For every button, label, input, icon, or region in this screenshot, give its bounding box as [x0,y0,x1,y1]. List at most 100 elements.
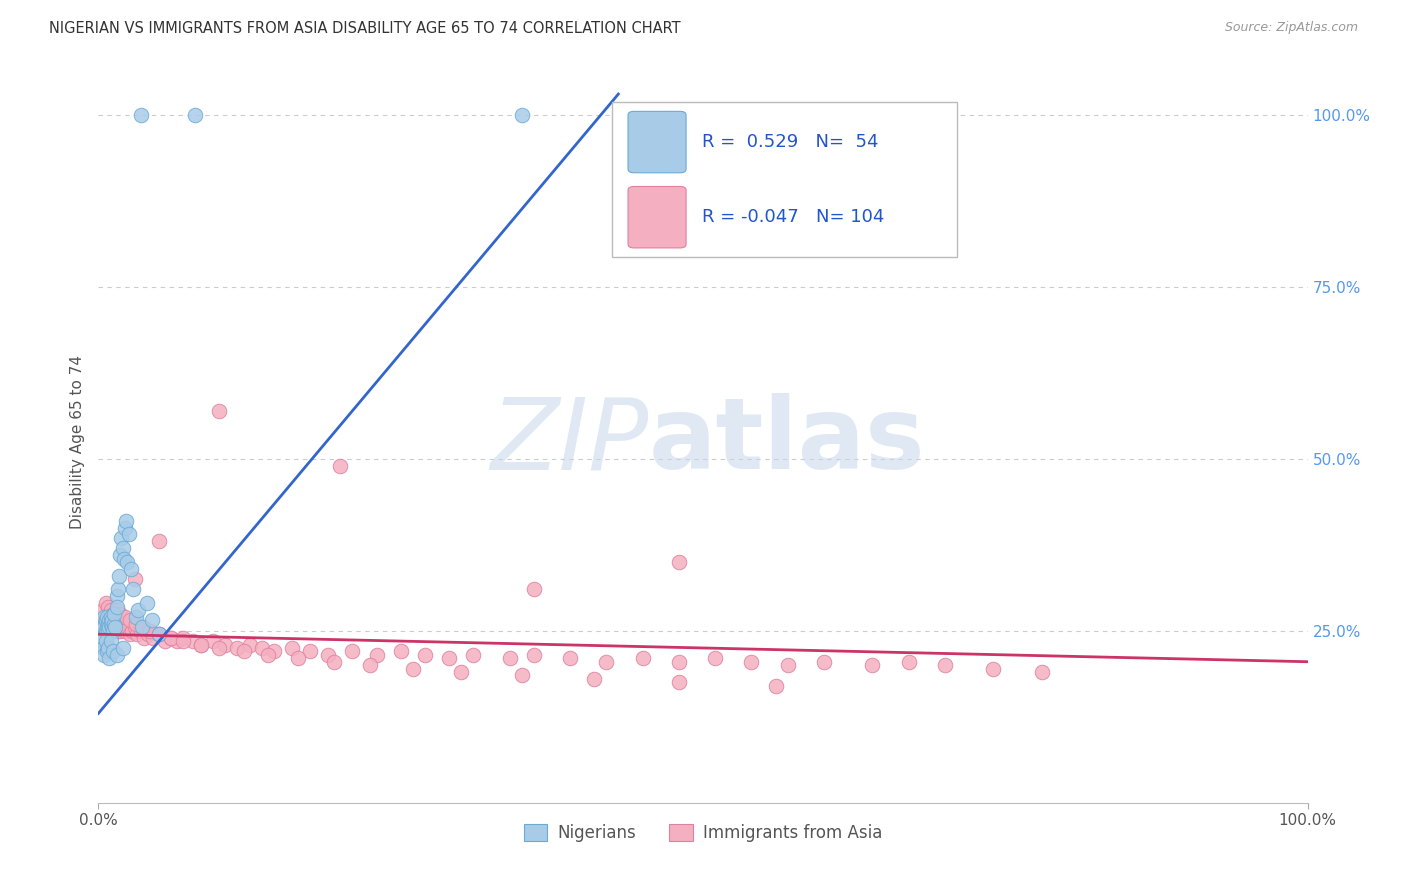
Point [263,644,285,658]
Point [166,634,188,648]
Point [100,614,122,628]
Point [111,640,134,655]
Point [897,655,920,669]
Point [114,610,136,624]
Point [148,534,170,549]
Point [668,655,690,669]
Point [93,610,115,624]
Point [110,620,132,634]
Point [389,644,412,658]
Point [93,614,115,628]
Point [202,634,225,648]
Point [104,620,127,634]
Point [523,582,546,597]
Point [510,668,533,682]
Point [148,627,170,641]
Point [360,658,382,673]
Point [366,648,388,662]
Point [93,620,115,634]
Point [91,603,114,617]
Point [93,620,115,634]
Point [101,644,124,658]
Point [98,610,121,624]
Legend: Nigerians, Immigrants from Asia: Nigerians, Immigrants from Asia [517,817,889,848]
Point [91,620,114,634]
Point [94,620,117,634]
Point [132,620,155,634]
Point [190,638,212,652]
Point [704,651,727,665]
Point [121,624,143,638]
Point [101,620,124,634]
Point [96,627,118,641]
Point [107,624,129,638]
Point [97,616,120,631]
Point [250,640,273,655]
Point [437,651,460,665]
Point [100,614,122,628]
Point [97,614,120,628]
Point [498,651,520,665]
Point [111,616,134,631]
Point [118,614,141,628]
Point [103,616,125,631]
Point [287,651,309,665]
Point [120,562,142,576]
Text: atlas: atlas [648,393,925,490]
Point [131,620,153,634]
Point [110,531,132,545]
Point [108,616,131,631]
Point [100,610,122,624]
Point [208,403,231,417]
Point [91,616,114,631]
Point [142,631,165,645]
Point [160,631,183,645]
Point [232,644,254,658]
Point [94,624,117,638]
Point [148,627,170,641]
Text: R =  0.529   N=  54: R = 0.529 N= 54 [702,133,879,151]
Point [91,616,114,631]
Point [108,624,131,638]
Point [100,616,122,631]
Point [98,651,121,665]
Text: NIGERIAN VS IMMIGRANTS FROM ASIA DISABILITY AGE 65 TO 74 CORRELATION CHART: NIGERIAN VS IMMIGRANTS FROM ASIA DISABIL… [49,21,681,37]
Point [103,616,125,631]
Point [100,603,122,617]
Text: R = -0.047   N= 104: R = -0.047 N= 104 [702,208,884,227]
Point [256,648,278,662]
FancyBboxPatch shape [628,186,686,248]
Point [98,614,121,628]
Point [100,616,122,631]
Point [93,648,115,662]
Point [94,596,117,610]
Point [184,108,207,122]
Point [740,655,762,669]
Point [342,644,364,658]
Point [111,541,134,556]
Point [134,631,156,645]
Point [115,514,138,528]
Point [239,638,262,652]
Point [510,108,533,122]
Point [122,582,145,597]
Point [105,603,128,617]
Point [463,648,485,662]
Point [98,620,121,634]
Point [91,620,114,634]
Point [329,458,352,473]
Point [583,672,606,686]
Point [98,620,121,634]
Point [117,620,139,634]
Point [117,555,139,569]
Point [226,640,249,655]
Point [323,655,346,669]
Point [413,648,436,662]
Point [316,648,339,662]
Point [153,634,176,648]
Point [96,620,118,634]
Point [136,627,159,641]
Point [91,640,114,655]
Point [172,631,194,645]
Point [103,607,125,621]
